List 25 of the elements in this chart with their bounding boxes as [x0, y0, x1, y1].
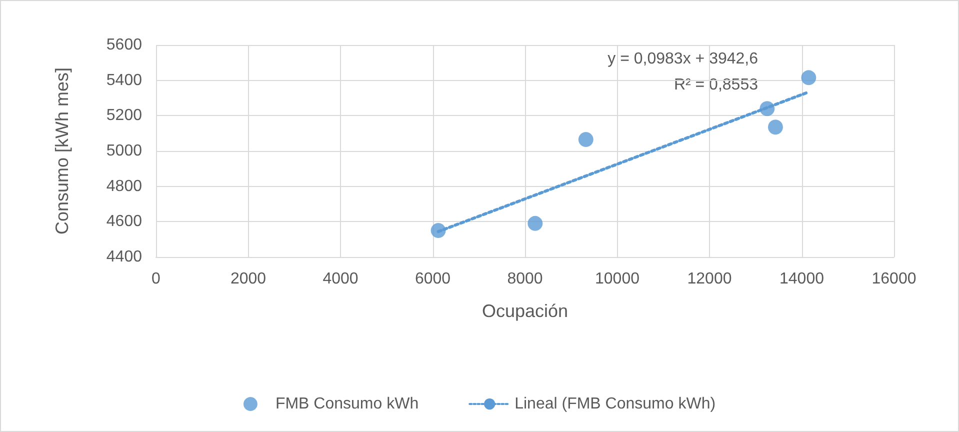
y-tick-label: 4600: [106, 213, 142, 230]
x-tick-label: 0: [152, 270, 161, 288]
x-tick-label: 12000: [687, 270, 732, 288]
legend-label: FMB Consumo kWh: [275, 396, 419, 412]
point: [801, 70, 816, 86]
x-tick-label: 16000: [872, 270, 916, 288]
point: [768, 120, 783, 135]
y-tick-label: 4800: [106, 178, 142, 195]
x-tick-label: 14000: [780, 270, 824, 288]
point: [528, 216, 543, 231]
x-tick-label: 10000: [595, 270, 640, 288]
annotation: y = 0,0983x + 3942,6: [608, 50, 758, 68]
x-tick-label: 6000: [414, 270, 451, 288]
y-tick-label: 4400: [106, 248, 142, 266]
x-tick-label: 2000: [230, 270, 266, 288]
y-tick-label: 5200: [106, 107, 142, 124]
legend-label: Lineal (FMB Consumo kWh): [514, 396, 716, 412]
y-tick-label: 5000: [106, 142, 142, 160]
x-axis-title: Ocupación: [482, 301, 568, 321]
y-tick-label: 5600: [106, 36, 142, 54]
x-tick-label: 8000: [507, 270, 543, 288]
point: [578, 132, 594, 148]
x-tick-label: 4000: [322, 270, 358, 288]
y-tick-label: 5400: [106, 72, 142, 89]
y-axis-title: Consumo [kWh mes]: [52, 67, 72, 235]
